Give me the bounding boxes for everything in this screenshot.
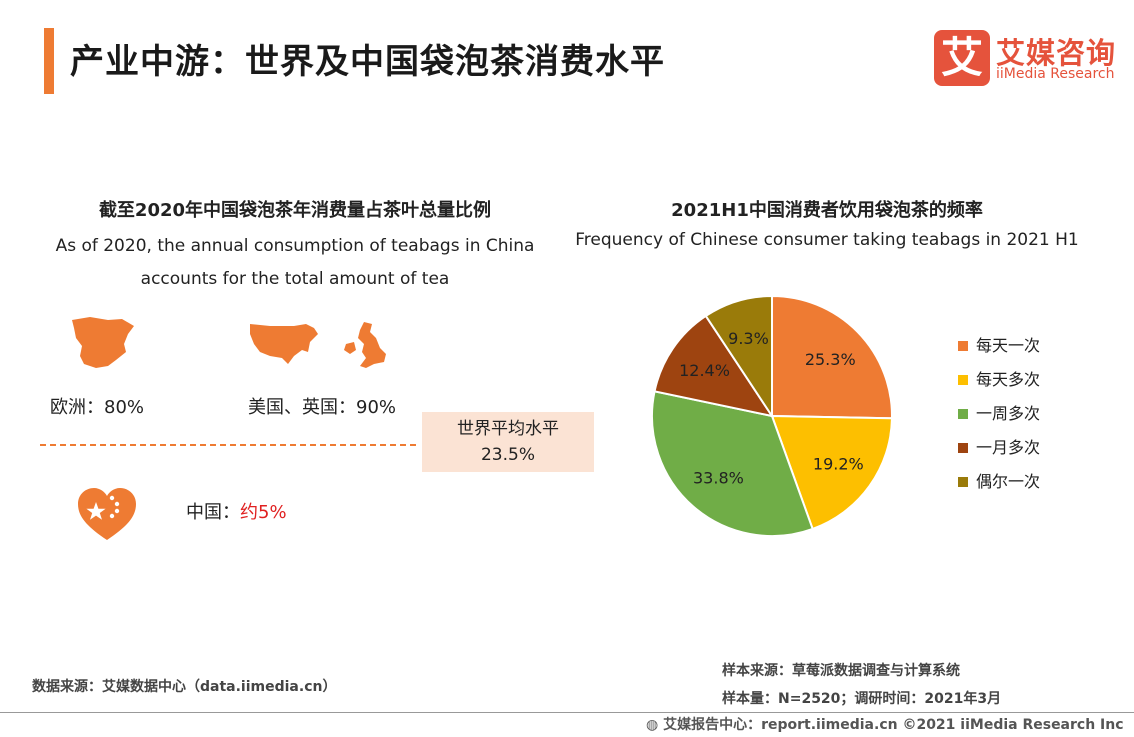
report-center: ◍ 艾媒报告中心：report.iimedia.cn ©2021 iiMedia… [646,714,1124,734]
pie-slice-1 [771,294,893,420]
sample-source: 样本来源：草莓派数据调查与计算系统 [722,663,960,679]
uk-map-icon [344,322,386,368]
pie-slice-3 [651,390,814,537]
legend-label: 一月多次 [976,438,1041,457]
world-average-line [40,444,416,446]
data-source: 数据来源：艾媒数据中心（data.iimedia.cn） [32,679,337,695]
legend-label: 每天多次 [976,370,1041,389]
legend-item-4: 一月多次 [958,437,1040,459]
china-label-row: 中国：约5% [186,498,287,524]
legend-swatch [958,476,968,487]
legend-item-3: 一周多次 [958,403,1040,425]
legend-item-2: 每天多次 [958,369,1040,391]
legend-item-1: 每天一次 [958,335,1040,357]
footer-divider [0,712,1134,713]
chart-subtitle: Frequency of Chinese consumer taking tea… [575,230,1079,250]
title-accent-bar [44,28,54,94]
pie-data-label-4: 12.4% [679,361,730,380]
pie-slice-2 [770,414,893,531]
pie-data-label-2: 19.2% [813,455,864,474]
pie-data-label-3: 33.8% [693,469,744,488]
left-chart-title: 截至2020年中国袋泡茶年消费量占茶叶总量比例 [98,200,492,221]
report-center-text: 艾媒报告中心：report.iimedia.cn ©2021 iiMedia R… [663,717,1124,733]
chart-title: 2021H1中国消费者饮用袋泡茶的频率 [671,200,983,221]
logo-mark: 艾 [934,30,990,86]
china-heart-icon [78,488,136,540]
legend-item-5: 偶尔一次 [958,471,1040,493]
legend-label: 每天一次 [976,336,1041,355]
pie-chart: 25.3% 19.2% 33.8% 12.4% 9.3% [651,294,893,537]
logo-cn: 艾媒咨询 [996,36,1117,70]
world-average-value: 23.5% [480,445,535,465]
europe-map-icon [72,317,134,368]
legend-swatch [958,408,968,419]
left-chart-subtitle: As of 2020, the annual consumption of te… [55,236,535,289]
legend-swatch [958,374,968,385]
china-label: 中国： [186,502,240,523]
pie-slice-5 [704,294,773,420]
page-title: 产业中游：世界及中国袋泡茶消费水平 [70,42,665,82]
globe-icon: ◍ [646,717,664,733]
world-average-box: 世界平均水平 23.5% [422,412,594,472]
usa-map-icon [250,324,318,364]
legend-swatch [958,340,968,351]
pie-data-label-5: 9.3% [728,329,769,348]
pie-data-label-1: 25.3% [805,350,856,369]
pie-slice-4 [653,314,775,418]
china-value: 约5% [240,502,287,523]
world-average-label: 世界平均水平 [457,419,559,439]
legend-label: 偶尔一次 [976,472,1041,491]
region-europe-label: 欧洲：80% [50,397,145,418]
region-usa-uk-label: 美国、英国：90% [248,397,397,418]
legend-swatch [958,442,968,453]
logo-en: iiMedia Research [996,66,1115,82]
sample-size: 样本量：N=2520；调研时间：2021年3月 [722,691,1002,707]
legend-label: 一周多次 [976,404,1041,423]
